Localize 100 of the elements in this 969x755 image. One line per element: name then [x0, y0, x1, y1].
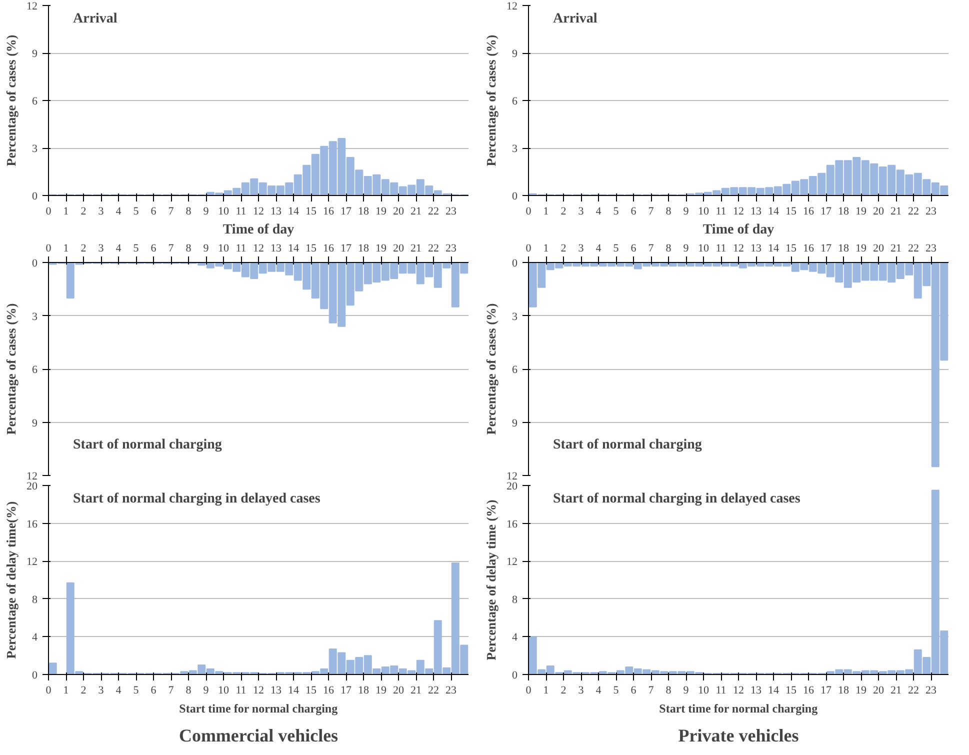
- text: Start of normal charging: [553, 438, 702, 453]
- x-tick-label: 2: [560, 206, 566, 218]
- y-tick-label: 3: [32, 310, 38, 323]
- y-tick-label: 12: [506, 556, 518, 568]
- x-tick-label: 6: [630, 206, 637, 218]
- x-tick-label: 19: [376, 206, 387, 218]
- chart-title: Arrival: [73, 12, 118, 26]
- x-tick-label: 9: [203, 206, 210, 218]
- x-tick-label: 14: [768, 242, 780, 254]
- y-tick-label: 0: [32, 190, 38, 202]
- x-tick-label: 21: [890, 684, 902, 696]
- x-tick-label: 21: [410, 206, 422, 218]
- y-tick-label: 9: [32, 417, 38, 430]
- x-tick-label: 21: [410, 242, 422, 254]
- x-tick-label: 12: [733, 242, 744, 254]
- y-tick-label: 6: [32, 96, 38, 108]
- x-tick-label: 6: [630, 242, 637, 254]
- x-tick-label: 15: [306, 684, 317, 696]
- y-tick-label: 0: [512, 670, 518, 682]
- x-tick-label: 0: [526, 242, 532, 254]
- x-tick-label: 1: [63, 206, 69, 218]
- x-tick-label: 11: [716, 206, 726, 218]
- x-tick-label: 6: [150, 206, 157, 218]
- x-tick-label: 14: [288, 242, 300, 254]
- x-tick-label: 1: [63, 684, 69, 696]
- x-tick-label: 15: [306, 206, 317, 218]
- x-tick-label: 9: [683, 206, 690, 218]
- y-tick-label: 9: [32, 48, 38, 60]
- x-tick-label: 10: [698, 242, 710, 254]
- y-tick-label: 12: [26, 556, 38, 568]
- x-tick-label: 13: [270, 242, 282, 254]
- x-tick-label: 0: [46, 206, 52, 218]
- x-tick-label: 20: [873, 206, 884, 218]
- x-tick-label: 3: [98, 684, 104, 696]
- x-tick-label: 14: [768, 206, 780, 218]
- x-tick-label: 12: [253, 206, 264, 218]
- x-tick-label: 2: [80, 242, 86, 254]
- x-tick-label: 11: [236, 242, 246, 254]
- x-tick-label: 16: [803, 206, 814, 218]
- x-tick-label: 22: [908, 206, 919, 218]
- x-tick-label: 16: [803, 684, 814, 696]
- text: Start of normal charging: [73, 438, 222, 453]
- x-axis-title: Start time for normal charging: [659, 702, 818, 716]
- x-tick-label: 1: [63, 242, 69, 254]
- chart-title: Start of normal charging in delayed cases: [553, 492, 801, 506]
- x-tick-label: 18: [358, 242, 370, 254]
- y-tick-label: 12: [26, 470, 38, 482]
- x-tick-label: 18: [838, 242, 850, 254]
- y-tick-label: 4: [512, 632, 518, 644]
- x-tick-label: 10: [698, 206, 710, 218]
- x-tick-label: 19: [376, 242, 387, 254]
- x-tick-label: 11: [236, 206, 246, 218]
- y-axis-title: Percentage of cases (%): [4, 303, 18, 435]
- y-tick-label: 8: [512, 594, 518, 606]
- y-tick-label: 0: [512, 258, 518, 270]
- x-tick-label: 5: [133, 684, 140, 696]
- x-tick-label: 7: [648, 206, 654, 218]
- x-tick-label: 8: [186, 242, 192, 254]
- x-tick-label: 23: [446, 242, 457, 254]
- y-tick-label: 4: [32, 632, 38, 644]
- x-tick-label: 15: [786, 684, 797, 696]
- x-tick-label: 6: [150, 684, 157, 696]
- x-tick-label: 9: [683, 242, 690, 254]
- x-tick-label: 20: [873, 242, 884, 254]
- x-tick-label: 12: [253, 242, 264, 254]
- x-tick-label: 7: [648, 684, 654, 696]
- x-tick-label: 2: [80, 206, 86, 218]
- x-tick-label: 14: [768, 684, 780, 696]
- x-tick-label: 16: [323, 242, 334, 254]
- y-tick-label: 16: [26, 518, 38, 530]
- x-tick-label: 3: [578, 684, 584, 696]
- x-tick-label: 7: [168, 206, 174, 218]
- x-tick-label: 4: [596, 206, 602, 218]
- x-tick-label: 8: [666, 206, 672, 218]
- x-tick-label: 12: [253, 684, 264, 696]
- x-tick-label: 23: [446, 684, 457, 696]
- x-tick-label: 15: [786, 206, 797, 218]
- y-tick-label: 9: [512, 48, 518, 60]
- x-tick-label: 9: [203, 684, 210, 696]
- x-tick-label: 18: [838, 684, 850, 696]
- x-tick-label: 22: [428, 684, 439, 696]
- x-tick-label: 21: [890, 206, 902, 218]
- y-tick-label: 20: [506, 480, 518, 492]
- x-tick-label: 20: [393, 242, 404, 254]
- x-tick-label: 15: [306, 242, 317, 254]
- x-tick-label: 3: [578, 206, 584, 218]
- text: Private vehicles: [678, 726, 799, 746]
- x-tick-label: 6: [150, 242, 157, 254]
- chart-title: Arrival: [553, 12, 598, 26]
- x-tick-label: 22: [908, 684, 919, 696]
- x-tick-label: 8: [186, 684, 192, 696]
- y-tick-label: 12: [506, 470, 518, 482]
- x-tick-label: 23: [926, 242, 937, 254]
- x-tick-label: 5: [613, 242, 620, 254]
- x-tick-label: 15: [786, 242, 797, 254]
- y-tick-label: 12: [26, 0, 38, 12]
- x-tick-label: 5: [613, 206, 620, 218]
- x-tick-label: 3: [98, 242, 104, 254]
- x-tick-label: 17: [820, 242, 832, 254]
- x-tick-label: 3: [98, 206, 104, 218]
